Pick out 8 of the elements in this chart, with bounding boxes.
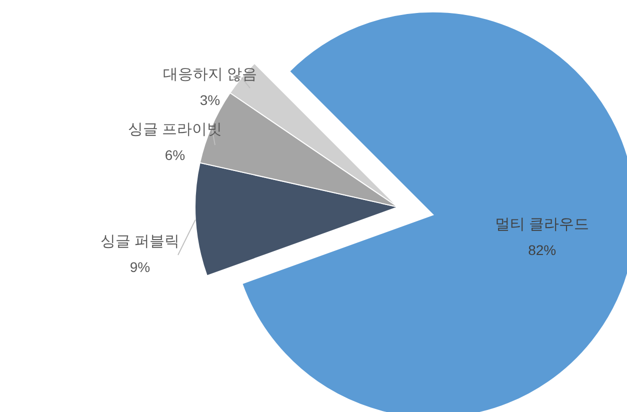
slice-label: 멀티 클라우드	[495, 216, 590, 234]
data-label: 82%	[528, 242, 556, 258]
slice-label: 싱글 프라이빗	[128, 121, 222, 138]
data-label: 9%	[130, 259, 150, 275]
slice-label: 싱글 퍼블릭	[100, 233, 180, 250]
data-label: 3%	[200, 92, 220, 108]
data-label: 6%	[164, 147, 186, 163]
slice-label: 대응하지 않음	[162, 66, 258, 83]
